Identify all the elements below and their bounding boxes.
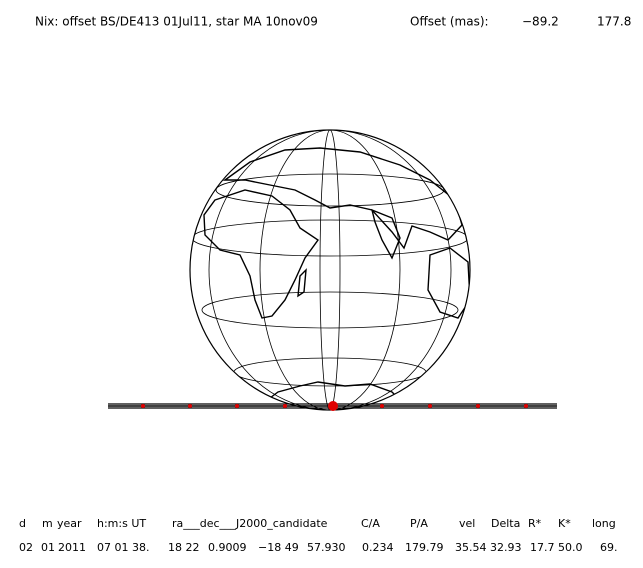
table-cell: 02 [19,541,33,554]
table-cell: 0.9009 [208,541,247,554]
column-header: ra___dec___J2000_candidate [172,517,328,530]
column-header: long [592,517,616,530]
title: Nix: offset BS/DE413 01Jul11, star MA 10… [35,15,318,29]
table-cell: 57.930 [307,541,346,554]
event-table: d m year h:m:s UT ra___dec___J2000_candidate… [19,517,618,554]
offset-value: 177.8 [597,15,631,29]
offset-value: −89.2 [522,15,559,29]
table-cell: 07 01 38. [97,541,149,554]
column-header: h:m:s UT [97,517,146,530]
table-cell: 179.79 [405,541,444,554]
offset-label: Offset (mas): [410,15,489,29]
table-cell: 32.93 [490,541,522,554]
table-cell: 0.234 [362,541,394,554]
column-header: P/A [410,517,428,530]
column-header: R* [528,517,542,530]
shadow-track [108,401,557,411]
table-cell: 18 22 [168,541,200,554]
table-cell: 35.54 [455,541,487,554]
column-header: d [19,517,26,530]
table-cell: 17.7 [530,541,555,554]
column-header: m [42,517,53,530]
column-header: vel [459,517,475,530]
table-cell: 2011 [58,541,86,554]
table-cell: −18 49 [258,541,299,554]
globe [189,129,471,411]
column-header: C/A [361,517,380,530]
column-header: K* [558,517,571,530]
table-cell: 01 [41,541,55,554]
column-header: year [57,517,82,530]
column-header: Delta [491,517,520,530]
table-cell: 50.0 [558,541,583,554]
table-cell: 69. [600,541,618,554]
